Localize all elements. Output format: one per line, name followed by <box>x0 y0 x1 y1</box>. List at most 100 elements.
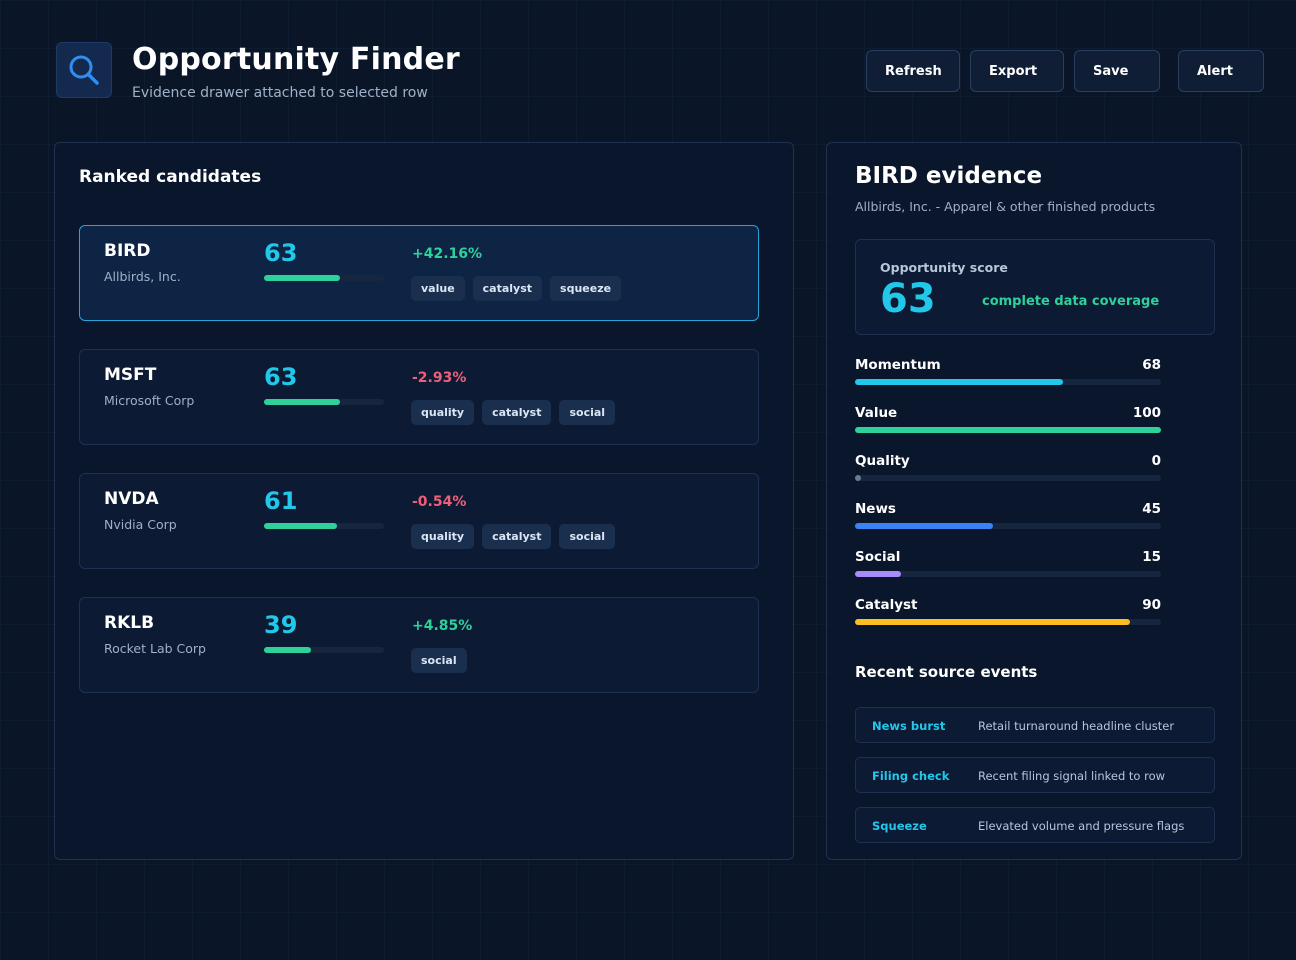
score-bar <box>264 647 384 653</box>
metric-bar-fill <box>855 523 993 529</box>
metric-bar <box>855 523 1161 529</box>
metric-bar <box>855 571 1161 577</box>
tag-chip: squeeze <box>550 276 622 301</box>
metric-value: Value 100 <box>855 405 1161 435</box>
metric-bar-fill <box>855 475 861 481</box>
event-type: Filing check <box>872 769 950 783</box>
metric-value: 68 <box>1142 357 1161 373</box>
app-title: Opportunity Finder <box>132 42 460 77</box>
score-bar-fill <box>264 399 340 405</box>
toolbar: Refresh Export Save Alert <box>866 50 1264 92</box>
evidence-title: BIRD evidence <box>855 163 1043 189</box>
candidate-score: 63 <box>264 239 298 267</box>
candidate-row[interactable]: NVDA Nvidia Corp 61 -0.54% quality cataly… <box>79 473 759 569</box>
export-button[interactable]: Export <box>970 50 1064 92</box>
tag-chip: quality <box>411 524 475 549</box>
tag-chip: social <box>559 524 616 549</box>
metric-catalyst: Catalyst 90 <box>855 597 1161 627</box>
metric-bar-fill <box>855 571 901 577</box>
score-bar-fill <box>264 275 340 281</box>
metric-label: Catalyst <box>855 597 918 613</box>
metric-bar <box>855 619 1161 625</box>
ticker: BIRD <box>104 241 151 261</box>
events-title: Recent source events <box>855 663 1038 681</box>
metric-news: News 45 <box>855 501 1161 531</box>
candidates-panel: Ranked candidates BIRD Allbirds, Inc. 63… <box>54 142 794 860</box>
refresh-button[interactable]: Refresh <box>866 50 960 92</box>
source-event[interactable]: Filing check Recent filing signal linked… <box>855 757 1215 793</box>
tag-chip: catalyst <box>482 524 552 549</box>
metric-bar <box>855 379 1161 385</box>
candidate-row[interactable]: BIRD Allbirds, Inc. 63 +42.16% value cata… <box>79 225 759 321</box>
metric-bar <box>855 475 1161 481</box>
metric-label: Quality <box>855 453 910 469</box>
company-name: Microsoft Corp <box>104 393 195 408</box>
ticker: NVDA <box>104 489 159 509</box>
candidate-score: 61 <box>264 487 298 515</box>
source-event[interactable]: Squeeze Elevated volume and pressure fla… <box>855 807 1215 843</box>
candidate-score: 63 <box>264 363 298 391</box>
candidate-row[interactable]: RKLB Rocket Lab Corp 39 +4.85% social <box>79 597 759 693</box>
tag-chip: social <box>559 400 616 425</box>
search-icon <box>56 42 112 98</box>
evidence-subtitle: Allbirds, Inc. - Apparel & other finishe… <box>855 199 1156 214</box>
score-bar-fill <box>264 523 337 529</box>
score-bar <box>264 399 384 405</box>
metric-bar <box>855 427 1161 433</box>
tag-chip: catalyst <box>472 276 543 301</box>
metric-value: 0 <box>1151 453 1161 469</box>
price-change: +4.85% <box>412 618 473 634</box>
candidate-score: 39 <box>264 611 298 639</box>
metric-value: 90 <box>1142 597 1161 613</box>
price-change: -2.93% <box>412 370 467 386</box>
metric-value: 45 <box>1142 501 1161 517</box>
metric-label: News <box>855 501 896 517</box>
tag-chip: social <box>411 648 467 673</box>
tag-chip: quality <box>411 400 475 425</box>
opportunity-score-box: Opportunity score 63 complete data cover… <box>855 239 1215 335</box>
score-value: 63 <box>880 276 936 322</box>
metric-bar-fill <box>855 619 1130 625</box>
tag-chip: catalyst <box>482 400 552 425</box>
ticker: RKLB <box>104 613 155 633</box>
event-description: Recent filing signal linked to row <box>978 769 1166 783</box>
metric-bar-fill <box>855 379 1063 385</box>
company-name: Allbirds, Inc. <box>104 269 181 284</box>
source-event[interactable]: News burst Retail turnaround headline cl… <box>855 707 1215 743</box>
company-name: Nvidia Corp <box>104 517 177 532</box>
evidence-drawer: BIRD evidence Allbirds, Inc. - Apparel &… <box>826 142 1242 860</box>
event-type: Squeeze <box>872 819 927 833</box>
metric-value: 100 <box>1132 405 1161 421</box>
metric-value: 15 <box>1142 549 1161 565</box>
price-change: -0.54% <box>412 494 467 510</box>
tag-list: quality catalyst social <box>411 400 616 425</box>
ticker: MSFT <box>104 365 157 385</box>
app-subtitle: Evidence drawer attached to selected row <box>132 85 428 101</box>
event-description: Elevated volume and pressure flags <box>978 819 1185 833</box>
company-name: Rocket Lab Corp <box>104 641 206 656</box>
candidates-title: Ranked candidates <box>79 167 262 187</box>
price-change: +42.16% <box>412 246 483 262</box>
save-button[interactable]: Save <box>1074 50 1160 92</box>
metric-momentum: Momentum 68 <box>855 357 1161 387</box>
metric-bar-fill <box>855 427 1161 433</box>
tag-list: social <box>411 648 467 673</box>
metric-label: Momentum <box>855 357 941 373</box>
event-description: Retail turnaround headline cluster <box>978 719 1175 733</box>
metric-label: Social <box>855 549 901 565</box>
score-bar-fill <box>264 647 311 653</box>
metric-quality: Quality 0 <box>855 453 1161 483</box>
tag-list: quality catalyst social <box>411 524 616 549</box>
score-label: Opportunity score <box>880 260 1008 275</box>
score-bar <box>264 523 384 529</box>
metric-social: Social 15 <box>855 549 1161 579</box>
metric-label: Value <box>855 405 898 421</box>
score-bar <box>264 275 384 281</box>
tag-list: value catalyst squeeze <box>411 276 622 301</box>
coverage-note: complete data coverage <box>982 294 1160 309</box>
tag-chip: value <box>411 276 465 301</box>
event-type: News burst <box>872 719 946 733</box>
app-header: Opportunity Finder Evidence drawer attac… <box>56 42 1264 102</box>
alert-button[interactable]: Alert <box>1178 50 1264 92</box>
candidate-row[interactable]: MSFT Microsoft Corp 63 -2.93% quality cat… <box>79 349 759 445</box>
